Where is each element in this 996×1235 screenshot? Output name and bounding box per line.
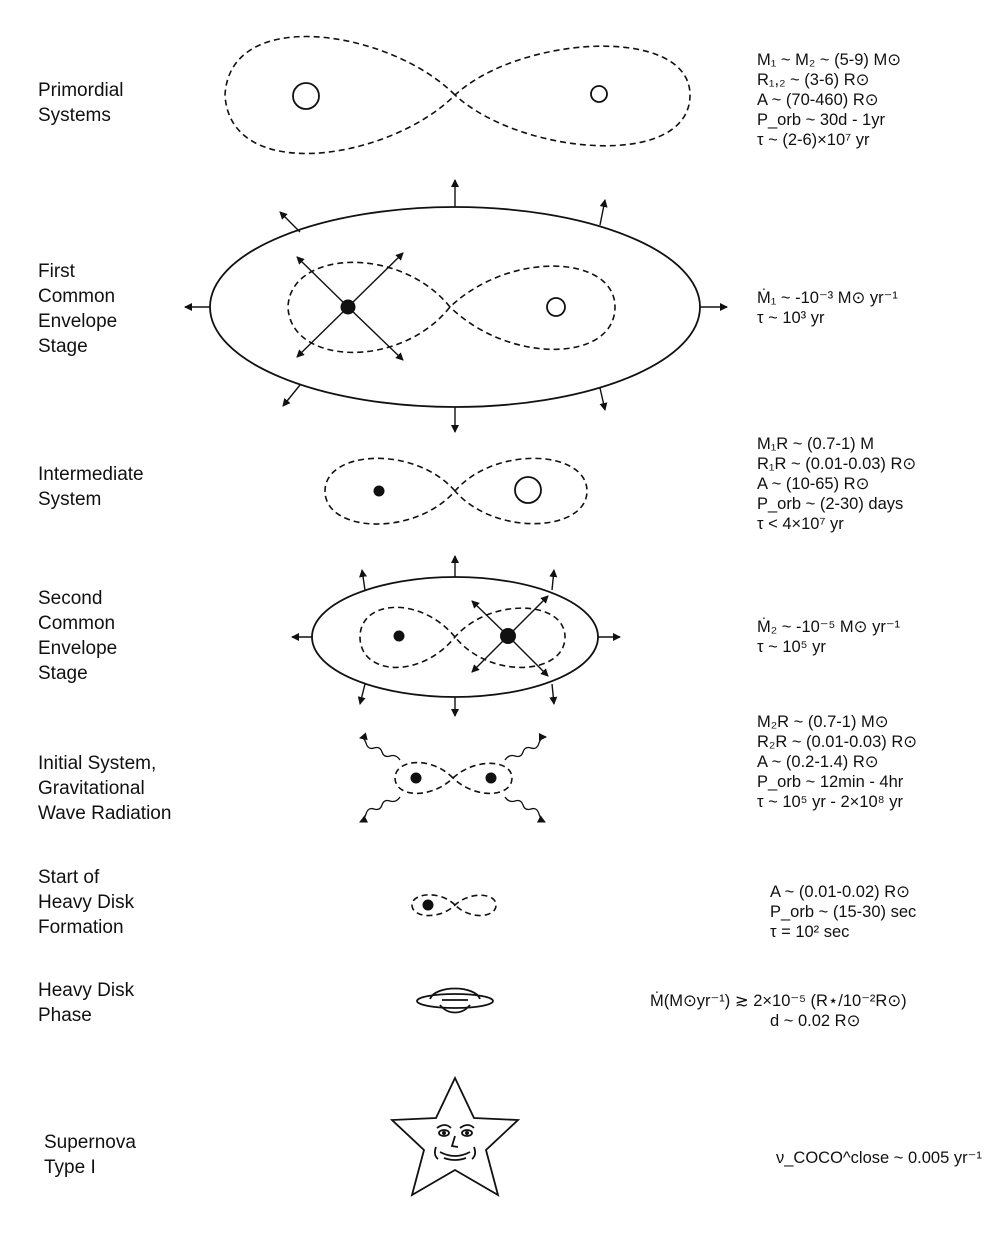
gw-radiation-system-icon xyxy=(359,732,547,823)
white-dwarf-icon xyxy=(410,772,422,784)
param-line: A ~ (0.2-1.4) R⊙ xyxy=(757,753,879,771)
label-line: Systems xyxy=(38,105,111,126)
label-line: Second xyxy=(38,588,103,609)
intermediate-system-icon xyxy=(324,457,588,525)
label-line: System xyxy=(38,489,102,510)
label-line: Wave Radiation xyxy=(38,803,172,824)
label-line: Gravitational xyxy=(38,778,145,799)
param-line: M₁ ~ M₂ ~ (5-9) M⊙ xyxy=(757,51,902,69)
params-heavy-disk: Ṁ(M⊙yr⁻¹) ≳ 2×10⁻⁵ (R⋆/10⁻²R⊙) d ~ 0.02 … xyxy=(650,991,907,1031)
params-heavy-disk-start: A ~ (0.01-0.02) R⊙ P_orb ~ (15-30) sec τ… xyxy=(770,882,916,942)
white-dwarf-icon xyxy=(373,485,385,497)
label-line: Primordial xyxy=(38,80,124,101)
param-line: τ ~ 10⁵ yr xyxy=(757,638,826,656)
supernova-star-icon xyxy=(389,1075,521,1197)
primordial-system-icon xyxy=(224,35,691,155)
heavy-disk-start-icon xyxy=(411,894,497,917)
params-first-envelope: Ṁ₁ ~ -10⁻³ M⊙ yr⁻¹ τ ~ 10³ yr xyxy=(757,288,898,328)
param-line: Ṁ₂ ~ -10⁻⁵ M⊙ yr⁻¹ xyxy=(757,618,901,636)
stage-label-second-envelope: Second Common Envelope Stage xyxy=(38,586,238,686)
label-line: Stage xyxy=(38,336,88,357)
param-line: τ ~ 10⁵ yr - 2×10⁸ yr xyxy=(757,793,903,811)
label-line: Stage xyxy=(38,663,88,684)
param-line: τ ~ (2-6)×10⁷ yr xyxy=(757,131,870,149)
label-line: Heavy Disk xyxy=(38,892,135,913)
stage-label-intermediate: Intermediate System xyxy=(38,462,238,512)
param-line: A ~ (70-460) R⊙ xyxy=(757,91,879,109)
param-line: A ~ (0.01-0.02) R⊙ xyxy=(770,883,910,901)
params-gw-radiation: M₂R ~ (0.7-1) M⊙ R₂R ~ (0.01-0.03) R⊙ A … xyxy=(757,712,917,812)
param-line: τ < 4×10⁷ yr xyxy=(757,515,844,533)
label-line: Heavy Disk xyxy=(38,980,135,1001)
param-line: Ṁ(M⊙yr⁻¹) ≳ 2×10⁻⁵ (R⋆/10⁻²R⊙) xyxy=(650,992,907,1010)
label-line: Common xyxy=(38,613,116,634)
label-line: Envelope xyxy=(38,311,118,332)
label-line: Common xyxy=(38,286,116,307)
label-line: Start of xyxy=(38,867,100,888)
params-primordial: M₁ ~ M₂ ~ (5-9) M⊙ R₁,₂ ~ (3-6) R⊙ A ~ (… xyxy=(757,50,901,150)
param-line: ν_COCO^close ~ 0.005 yr⁻¹ xyxy=(776,1149,982,1167)
label-line: First xyxy=(38,261,75,282)
param-line: M₁R ~ (0.7-1) M xyxy=(757,435,874,453)
param-line: P_orb ~ (15-30) sec xyxy=(770,903,917,921)
param-line: P_orb ~ 30d - 1yr xyxy=(757,111,885,129)
stage-label-first-envelope: First Common Envelope Stage xyxy=(38,259,238,359)
param-line: d ~ 0.02 R⊙ xyxy=(770,1012,861,1030)
stage-label-primordial: Primordial Systems xyxy=(38,78,238,128)
stage-label-heavy-disk: Heavy Disk Phase xyxy=(38,978,238,1028)
param-line: A ~ (10-65) R⊙ xyxy=(757,475,870,493)
label-line: Supernova xyxy=(44,1132,136,1153)
param-line: Ṁ₁ ~ -10⁻³ M⊙ yr⁻¹ xyxy=(757,289,898,307)
label-line: Envelope xyxy=(38,638,118,659)
params-second-envelope: Ṁ₂ ~ -10⁻⁵ M⊙ yr⁻¹ τ ~ 10⁵ yr xyxy=(757,617,900,657)
params-supernova: ν_COCO^close ~ 0.005 yr⁻¹ xyxy=(776,1148,982,1168)
stage-label-gw-radiation: Initial System, Gravitational Wave Radia… xyxy=(38,751,238,826)
label-line: Formation xyxy=(38,917,124,938)
label-line: Phase xyxy=(38,1005,92,1026)
stage-label-supernova: Supernova Type I xyxy=(44,1130,244,1180)
param-line: R₂R ~ (0.01-0.03) R⊙ xyxy=(757,733,918,751)
params-intermediate: M₁R ~ (0.7-1) M R₁R ~ (0.01-0.03) R⊙ A ~… xyxy=(757,434,916,534)
first-envelope-icon xyxy=(184,179,728,433)
heavy-disk-icon xyxy=(416,987,494,1014)
param-line: M₂R ~ (0.7-1) M⊙ xyxy=(757,713,889,731)
param-line: R₁R ~ (0.01-0.03) R⊙ xyxy=(757,455,917,473)
secondary-star-icon xyxy=(514,476,542,504)
companion-star-icon xyxy=(546,297,566,317)
param-line: τ = 10² sec xyxy=(770,923,850,941)
label-line: Initial System, xyxy=(38,753,157,774)
white-dwarf-icon xyxy=(393,630,405,642)
param-line: P_orb ~ (2-30) days xyxy=(757,495,904,513)
param-line: τ ~ 10³ yr xyxy=(757,309,825,327)
white-dwarf-icon xyxy=(485,772,497,784)
label-line: Intermediate xyxy=(38,464,144,485)
param-line: P_orb ~ 12min - 4hr xyxy=(757,773,904,791)
stage-label-heavy-disk-start: Start of Heavy Disk Formation xyxy=(38,865,238,940)
second-envelope-icon xyxy=(291,555,621,717)
secondary-star-icon xyxy=(590,85,608,103)
primary-star-icon xyxy=(292,82,320,110)
label-line: Type I xyxy=(44,1157,96,1178)
param-line: R₁,₂ ~ (3-6) R⊙ xyxy=(757,71,870,89)
white-dwarf-icon xyxy=(422,899,434,911)
